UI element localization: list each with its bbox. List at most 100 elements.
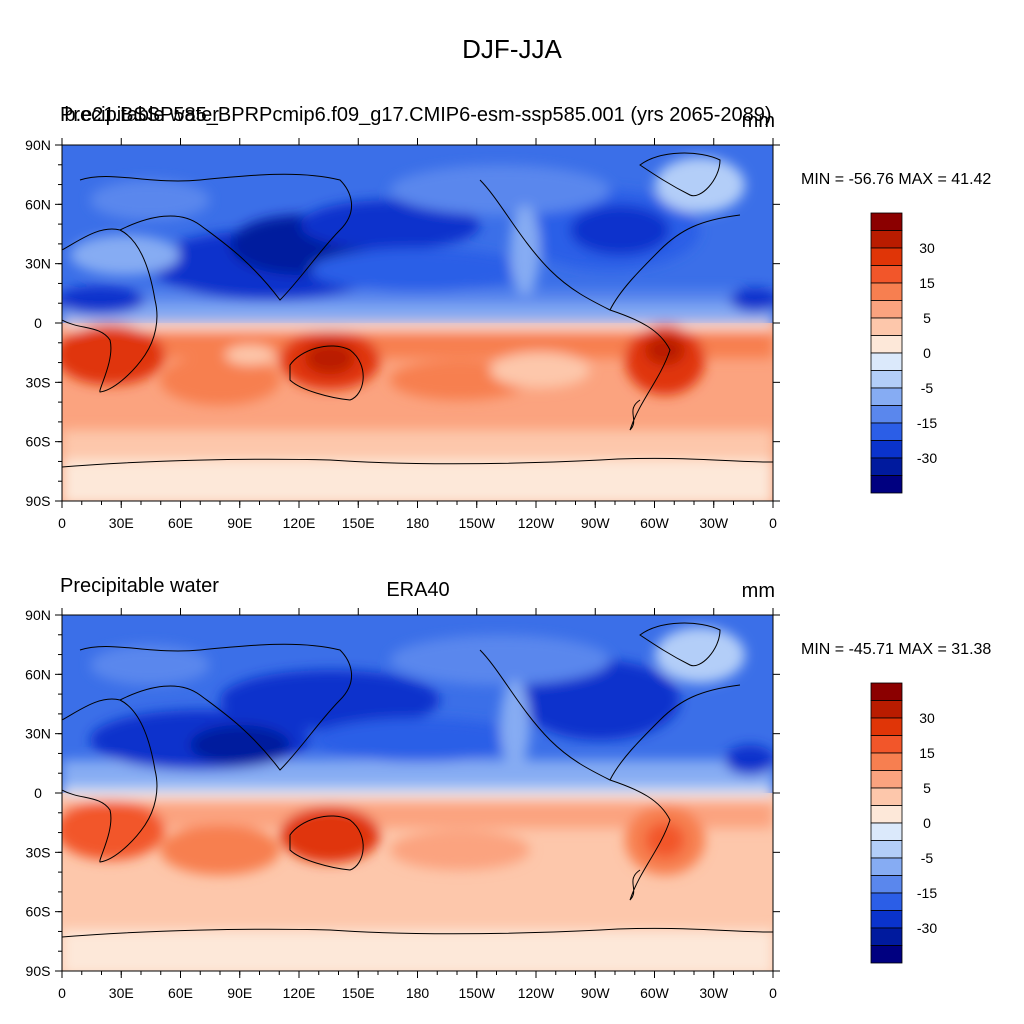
lon-tick-label: 150W bbox=[458, 515, 495, 531]
lon-tick-label: 30E bbox=[109, 985, 134, 1001]
colorbar-box bbox=[870, 457, 903, 476]
lat-tick-label: 0 bbox=[34, 785, 42, 801]
lon-tick-label: 0 bbox=[58, 985, 66, 1001]
colorbar-box bbox=[870, 857, 903, 876]
lat-tick-label: 90N bbox=[25, 607, 51, 623]
colorbar-label: -15 bbox=[917, 885, 937, 901]
lon-tick-label: 0 bbox=[58, 515, 66, 531]
panel2-left-title: Precipitable water bbox=[60, 575, 219, 597]
lat-tick-label: 90S bbox=[26, 493, 51, 509]
colorbar-box bbox=[870, 317, 903, 336]
colorbar-label: 5 bbox=[923, 310, 931, 326]
lat-tick-label: 30N bbox=[25, 256, 51, 272]
panel1-left-title: Precipitable water bbox=[60, 104, 219, 126]
panel2-map bbox=[62, 615, 773, 971]
colorbar-box bbox=[870, 840, 903, 859]
colorbar-box bbox=[870, 770, 903, 789]
colorbar-box bbox=[870, 230, 903, 249]
lon-tick-label: 150E bbox=[342, 515, 375, 531]
lat-tick-label: 90N bbox=[25, 137, 51, 153]
lat-tick-label: 60S bbox=[26, 904, 51, 920]
colorbar-label: 15 bbox=[919, 745, 935, 761]
lon-tick-label: 90E bbox=[227, 515, 252, 531]
colorbar-label: 30 bbox=[919, 240, 935, 256]
colorbar-label: 5 bbox=[923, 780, 931, 796]
panel1-center-title: b.e21.BSSP585_BPRPcmip6.f09_g17.CMIP6-es… bbox=[64, 104, 772, 126]
colorbar-label: -5 bbox=[921, 850, 934, 866]
colorbar-box bbox=[870, 387, 903, 406]
lat-tick-label: 60N bbox=[25, 666, 51, 682]
lat-tick-label: 60N bbox=[25, 196, 51, 212]
colorbar-box bbox=[870, 700, 903, 719]
colorbars: 30 15 5 0 -5 -15 -30 30 15 5 0 -5 -15 -30 bbox=[870, 212, 937, 964]
colorbar-box bbox=[870, 787, 903, 806]
lat-tick-label: 90S bbox=[26, 963, 51, 979]
colorbar-label: -15 bbox=[917, 415, 937, 431]
colorbar-box bbox=[870, 875, 903, 894]
lon-tick-label: 0 bbox=[769, 515, 777, 531]
lon-tick-label: 120E bbox=[283, 985, 316, 1001]
colorbar-box bbox=[870, 475, 903, 494]
colorbar-box bbox=[870, 805, 903, 824]
colorbar-label: -30 bbox=[917, 920, 937, 936]
colorbar-box bbox=[870, 717, 903, 736]
lon-tick-label: 90E bbox=[227, 985, 252, 1001]
lat-tick-label: 30S bbox=[26, 844, 51, 860]
panel2-min-max: MIN = -45.71 MAX = 31.38 bbox=[801, 641, 992, 658]
colorbar-box bbox=[870, 892, 903, 911]
panel2-center-title: ERA40 bbox=[386, 579, 450, 601]
colorbar-box bbox=[870, 300, 903, 319]
colorbar-box bbox=[870, 282, 903, 301]
lon-tick-label: 60W bbox=[640, 985, 670, 1001]
colorbar-box bbox=[870, 335, 903, 354]
colorbar-label: -5 bbox=[921, 380, 934, 396]
colorbar-box bbox=[870, 405, 903, 424]
panel2-units: mm bbox=[741, 580, 775, 602]
colorbar-box bbox=[870, 735, 903, 754]
lon-tick-label: 30W bbox=[699, 985, 729, 1001]
map-axes: 0 30E 60E 90E 120E 150E 180 150W 120W 90W 60W 30W 09… bbox=[25, 137, 780, 1001]
colorbar-box bbox=[870, 927, 903, 946]
panel1-units: mm bbox=[741, 110, 775, 132]
lon-tick-label: 120W bbox=[518, 515, 555, 531]
lon-tick-label: 150W bbox=[458, 985, 495, 1001]
lon-tick-label: 60W bbox=[640, 515, 670, 531]
colorbar-label: 15 bbox=[919, 275, 935, 291]
colorbar-box bbox=[870, 370, 903, 389]
lon-tick-label: 30E bbox=[109, 515, 134, 531]
lat-tick-label: 30N bbox=[25, 726, 51, 742]
colorbar-box bbox=[870, 945, 903, 964]
panel1-map bbox=[62, 145, 773, 501]
lon-tick-label: 90W bbox=[581, 985, 611, 1001]
lat-tick-label: 60S bbox=[26, 434, 51, 450]
colorbar-box bbox=[870, 752, 903, 771]
figure-title: DJF-JJA bbox=[462, 34, 562, 64]
colorbar-box bbox=[870, 265, 903, 284]
lon-tick-label: 90W bbox=[581, 515, 611, 531]
colorbar-box bbox=[870, 910, 903, 929]
colorbar-label: 0 bbox=[923, 345, 931, 361]
colorbar-box bbox=[870, 682, 903, 701]
lon-tick-label: 180 bbox=[406, 515, 430, 531]
lon-tick-label: 180 bbox=[406, 985, 430, 1001]
lon-tick-label: 150E bbox=[342, 985, 375, 1001]
colorbar-box bbox=[870, 247, 903, 266]
colorbar-label: 0 bbox=[923, 815, 931, 831]
lon-tick-label: 60E bbox=[168, 985, 193, 1001]
colorbar-box bbox=[870, 822, 903, 841]
lon-tick-label: 0 bbox=[769, 985, 777, 1001]
colorbar-label: 30 bbox=[919, 710, 935, 726]
colorbar-box bbox=[870, 440, 903, 459]
colorbar-box bbox=[870, 422, 903, 441]
lon-tick-label: 120E bbox=[283, 515, 316, 531]
colorbar-box bbox=[870, 352, 903, 371]
colorbar-box bbox=[870, 212, 903, 231]
lat-tick-label: 30S bbox=[26, 374, 51, 390]
colorbar-label: -30 bbox=[917, 450, 937, 466]
lat-tick-label: 0 bbox=[34, 315, 42, 331]
lon-tick-label: 120W bbox=[518, 985, 555, 1001]
panel1-min-max: MIN = -56.76 MAX = 41.42 bbox=[801, 171, 992, 188]
lon-tick-label: 30W bbox=[699, 515, 729, 531]
lon-tick-label: 60E bbox=[168, 515, 193, 531]
